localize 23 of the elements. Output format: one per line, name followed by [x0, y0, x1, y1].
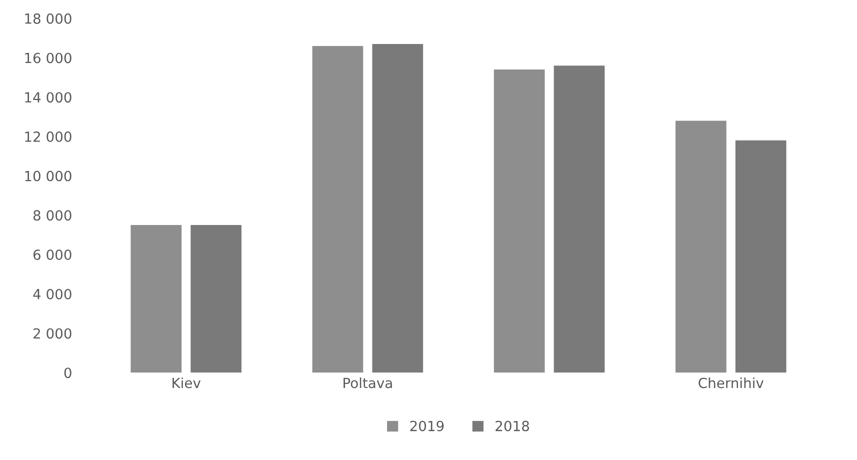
legend-label: 2018 [496, 420, 529, 432]
bar [190, 225, 242, 373]
y-tick-label: 12 000 [25, 131, 72, 142]
y-tick-label: 0 [64, 368, 72, 378]
y-tick-label: 2 000 [34, 328, 72, 339]
bar [312, 46, 364, 373]
y-tick-label: 14 000 [25, 92, 72, 103]
x-tick-label: Chernihiv [698, 377, 764, 388]
bar [494, 70, 545, 373]
x-tick-label: Kiev [172, 377, 201, 388]
x-tick-label: Poltava [344, 377, 392, 388]
bar [372, 44, 424, 373]
bar [735, 140, 786, 373]
y-tick-label: 6 000 [33, 250, 72, 260]
bar [130, 225, 182, 373]
y-tick-label: 4 000 [33, 288, 72, 300]
y-tick-label: 8 000 [33, 210, 72, 221]
y-tick-label: 10 000 [25, 170, 72, 182]
bar [554, 66, 605, 373]
y-tick-label: 18 000 [25, 13, 72, 24]
bar [676, 120, 726, 373]
legend-label: 2019 [410, 420, 444, 432]
y-tick-label: 16 000 [25, 52, 72, 64]
